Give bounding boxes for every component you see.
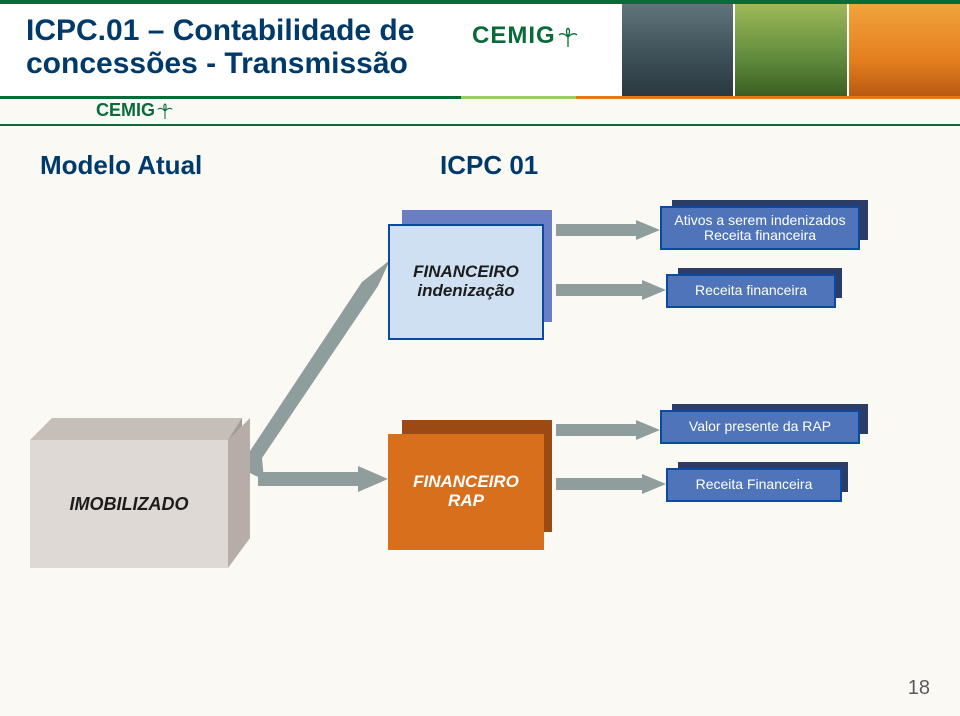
arrow-rap-to-pill4 bbox=[556, 474, 666, 494]
pill-ativos-text: Ativos a serem indenizados Receita finan… bbox=[674, 213, 845, 244]
diagram-surface: IMOBILIZADO FINANCEIRO indenização FINAN… bbox=[0, 150, 960, 670]
box-financeiro-indenizacao-front: FINANCEIRO indenização bbox=[388, 224, 544, 340]
arrow-ind-to-pill1 bbox=[556, 220, 660, 240]
photo-panel-dam bbox=[620, 4, 733, 96]
header-divider: CEMIG bbox=[0, 96, 960, 126]
pill-ativos-l1: Ativos a serem indenizados bbox=[674, 212, 845, 228]
box-financeiro-indenizacao-label: FINANCEIRO indenização bbox=[413, 263, 519, 300]
divider-bottom-line bbox=[0, 124, 960, 126]
box-fin-rap-line2: RAP bbox=[448, 491, 484, 510]
box-imobilizado-front: IMOBILIZADO bbox=[30, 440, 228, 568]
pill-ativos-indenizados: Ativos a serem indenizados Receita finan… bbox=[660, 206, 860, 250]
pill-vpr-rap-text: Valor presente da RAP bbox=[689, 419, 831, 434]
box-imobilizado: IMOBILIZADO bbox=[30, 418, 250, 568]
box-fin-ind-line1: FINANCEIRO bbox=[413, 262, 519, 281]
brand-name: CEMIG bbox=[472, 22, 556, 50]
photo-panel-worker bbox=[847, 4, 960, 96]
box-financeiro-rap-label: FINANCEIRO RAP bbox=[413, 473, 519, 510]
box-imobilizado-label: IMOBILIZADO bbox=[70, 494, 189, 515]
pill-valor-presente-rap: Valor presente da RAP bbox=[660, 410, 860, 444]
box-financeiro-rap-front: FINANCEIRO RAP bbox=[388, 434, 544, 550]
page-number: 18 bbox=[908, 677, 930, 700]
palm-icon bbox=[558, 26, 578, 46]
arrow-imob-to-rap bbox=[258, 466, 388, 492]
brand-name-sub: CEMIG bbox=[96, 100, 155, 121]
box-financeiro-rap: FINANCEIRO RAP bbox=[388, 420, 558, 550]
box-fin-ind-line2: indenização bbox=[417, 281, 514, 300]
pill-receita-fin-1: Receita financeira bbox=[666, 274, 836, 308]
pill-receita-fin-2: Receita Financeira bbox=[666, 468, 842, 502]
arrow-rap-to-pill3 bbox=[556, 420, 660, 440]
box-imobilizado-3d-top bbox=[30, 418, 250, 442]
arrow-ind-to-pill2 bbox=[556, 280, 666, 300]
pill-receita-fin-2-text: Receita Financeira bbox=[696, 477, 813, 492]
arrow-imob-to-indenizacao bbox=[240, 260, 390, 480]
pill-receita-fin-1-text: Receita financeira bbox=[695, 283, 807, 298]
pill-ativos-l2: Receita financeira bbox=[704, 227, 816, 243]
photo-panel-pylon bbox=[733, 4, 846, 96]
divider-color-bar bbox=[0, 96, 960, 99]
palm-icon bbox=[157, 103, 173, 119]
box-financeiro-indenizacao: FINANCEIRO indenização bbox=[388, 210, 558, 340]
brand-logo-top: CEMIG bbox=[472, 22, 592, 58]
slide-title: ICPC.01 – Contabilidade de concessões - … bbox=[26, 14, 446, 80]
header-photo-montage bbox=[620, 4, 960, 96]
box-imobilizado-3d-side bbox=[226, 418, 250, 568]
box-fin-rap-line1: FINANCEIRO bbox=[413, 472, 519, 491]
brand-logo-sub: CEMIG bbox=[96, 100, 173, 121]
